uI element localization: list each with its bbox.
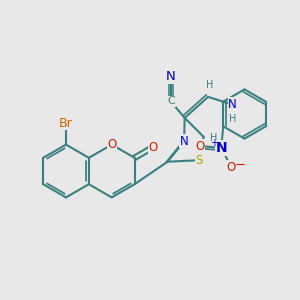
Text: H: H xyxy=(229,114,236,124)
Text: O: O xyxy=(107,138,116,151)
Text: N: N xyxy=(228,98,237,111)
Text: N: N xyxy=(166,70,176,83)
Text: H: H xyxy=(206,80,213,90)
Text: Br: Br xyxy=(59,116,73,130)
Text: C: C xyxy=(168,96,176,106)
Text: −: − xyxy=(235,159,246,172)
Text: +: + xyxy=(210,137,218,148)
Text: O: O xyxy=(196,140,205,153)
Text: O: O xyxy=(148,141,158,154)
Text: N: N xyxy=(216,141,227,155)
Text: S: S xyxy=(195,154,203,167)
Text: H: H xyxy=(210,133,218,143)
Text: O: O xyxy=(226,161,235,174)
Text: N: N xyxy=(180,135,188,148)
